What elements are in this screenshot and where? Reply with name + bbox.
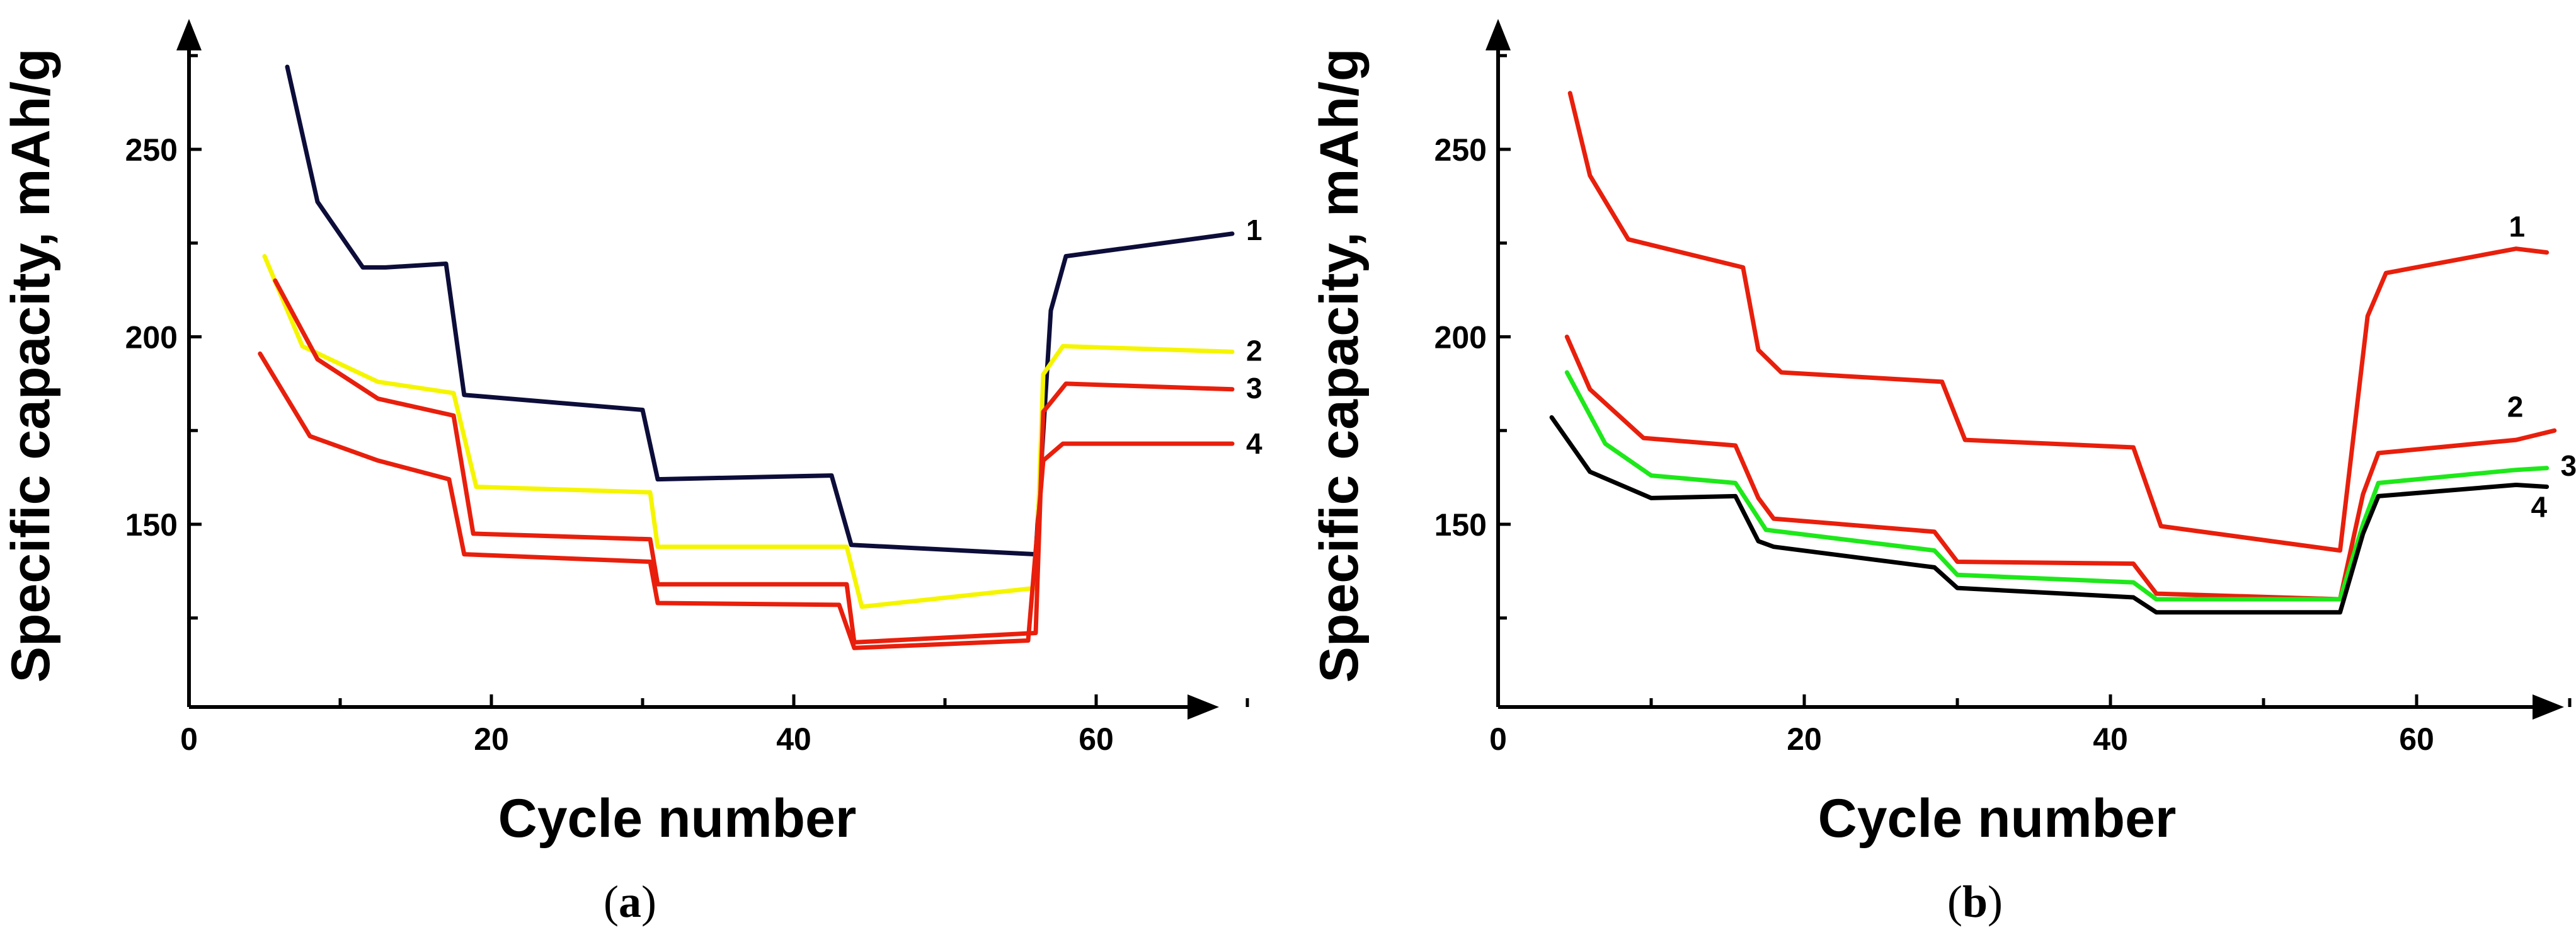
y-tick-label: 150 <box>125 507 178 543</box>
series-label-2: 2 <box>2507 390 2524 423</box>
y-axis-arrow <box>176 19 202 50</box>
y-tick-label: 200 <box>1434 320 1487 355</box>
series-line-3 <box>273 278 1235 645</box>
series-line-4 <box>258 351 1235 650</box>
x-tick-label: 20 <box>474 721 509 757</box>
panel-label: (b) <box>1947 877 2003 927</box>
series-label-4: 4 <box>1246 427 1262 460</box>
series-label-1: 1 <box>1246 214 1262 246</box>
series-label-3: 3 <box>1246 372 1262 405</box>
chart-panel-b: 0 20 40 60 150 200 250 Cycle number Specific cap… <box>1309 19 2576 927</box>
series-line-2 <box>1564 335 2557 602</box>
series-line-2 <box>262 254 1235 609</box>
series-line-3 <box>1564 370 2550 602</box>
series-label-1: 1 <box>2509 210 2526 243</box>
series-label-2: 2 <box>1246 334 1262 367</box>
x-axis-title: Cycle number <box>1818 788 2177 849</box>
chart-panel-a: 0 20 40 60 150 200 250 Cycle number Specific cap… <box>1 19 1262 927</box>
x-axis-title: Cycle number <box>498 788 857 849</box>
y-tick-label: 250 <box>1434 132 1487 168</box>
x-tick-label: 0 <box>180 721 198 757</box>
x-tick-label: 40 <box>776 721 811 757</box>
y-tick-label: 250 <box>125 132 178 168</box>
series-label-3: 3 <box>2561 449 2576 482</box>
series-line-1 <box>1567 91 2550 553</box>
x-tick-label: 40 <box>2093 721 2128 757</box>
x-axis-arrow <box>1188 694 1219 720</box>
y-axis-arrow <box>1485 19 1511 50</box>
y-axis-title: Specific capacity, mAh/g <box>1309 49 1370 683</box>
y-tick-label: 150 <box>1434 507 1487 543</box>
x-axis-arrow <box>2533 694 2564 720</box>
x-tick-label: 20 <box>1787 721 1822 757</box>
panel-label: (a) <box>604 877 656 927</box>
y-axis-title: Specific capacity, mAh/g <box>1 49 61 683</box>
y-tick-label: 200 <box>125 320 178 355</box>
series-line-4 <box>1549 415 2550 615</box>
series-label-4: 4 <box>2531 491 2548 524</box>
series-line-1 <box>285 64 1235 557</box>
x-tick-label: 60 <box>1079 721 1114 757</box>
x-tick-label: 0 <box>1489 721 1507 757</box>
x-tick-label: 60 <box>2399 721 2434 757</box>
